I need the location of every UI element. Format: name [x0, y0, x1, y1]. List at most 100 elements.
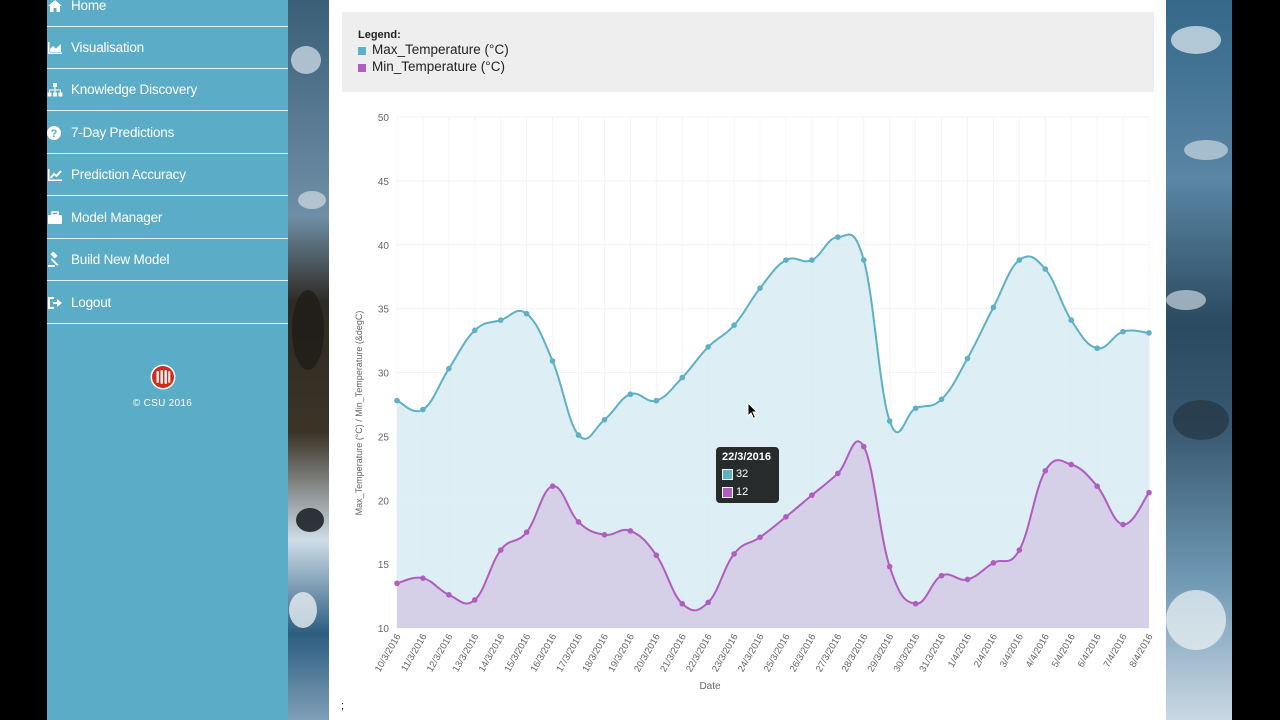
y-tick-label: 10: [378, 624, 390, 635]
min-temperature-point[interactable]: [705, 599, 711, 606]
background-ocean-photo-left: [288, 0, 329, 720]
min-temperature-point[interactable]: [912, 600, 919, 607]
sidebar-item-label: Prediction Accuracy: [71, 167, 186, 182]
y-tick-label: 25: [378, 432, 390, 443]
max-temperature-point[interactable]: [938, 396, 945, 403]
sidebar-item-prediction-accuracy[interactable]: Prediction Accuracy: [47, 154, 288, 196]
max-temperature-point[interactable]: [575, 432, 582, 438]
legend-title: Legend:: [358, 29, 401, 41]
sidebar-item-7-day-predictions[interactable]: ? 7-Day Predictions: [47, 112, 288, 154]
min-temperature-point[interactable]: [394, 580, 400, 587]
home-icon: [48, 0, 62, 12]
min-temperature-point[interactable]: [497, 547, 504, 553]
min-temperature-point[interactable]: [679, 600, 686, 607]
max-temperature-point[interactable]: [1094, 345, 1100, 352]
min-temperature-area: [397, 441, 1149, 628]
main-content: Legend: Max_Temperature (°C) Min_Tempera…: [329, 0, 1166, 720]
min-temperature-point[interactable]: [938, 572, 945, 579]
max-temperature-point[interactable]: [886, 418, 893, 424]
max-temperature-point[interactable]: [627, 391, 634, 398]
sidebar-item-knowledge-discovery[interactable]: Knowledge Discovery: [47, 69, 288, 111]
max-temperature-point[interactable]: [653, 397, 660, 404]
max-temperature-point[interactable]: [601, 416, 608, 423]
mouse-cursor-icon: [747, 402, 759, 420]
max-temperature-point[interactable]: [394, 397, 400, 404]
max-temperature-point[interactable]: [420, 406, 426, 413]
min-temperature-point[interactable]: [860, 443, 867, 450]
min-temperature-point[interactable]: [783, 514, 789, 520]
y-tick-label: 50: [378, 113, 390, 124]
min-temperature-point[interactable]: [1120, 521, 1126, 528]
sidebar-item-logout[interactable]: Logout: [47, 282, 288, 324]
max-temperature-point[interactable]: [446, 365, 452, 372]
min-temperature-point[interactable]: [420, 575, 426, 581]
min-temperature-point[interactable]: [653, 552, 660, 558]
sitemap-icon: [47, 83, 63, 97]
sidebar-item-build-new-model[interactable]: Build New Model: [47, 239, 288, 281]
y-axis-ticks: 10 15 20 25 30 35 40 45 50: [378, 113, 390, 635]
max-temperature-point[interactable]: [497, 317, 504, 323]
x-tick-label: 5/4/2016: [1050, 632, 1078, 670]
max-temperature-point[interactable]: [835, 234, 841, 240]
min-temperature-point[interactable]: [549, 483, 556, 489]
max-temperature-point[interactable]: [964, 355, 971, 362]
max-temperature-point[interactable]: [757, 285, 763, 291]
max-temperature-point[interactable]: [809, 257, 815, 263]
sidebar-item-label: Build New Model: [71, 252, 170, 267]
briefcase-icon: [48, 211, 62, 224]
x-tick-label: 7/4/2016: [1102, 632, 1130, 670]
temperature-chart[interactable]: 10 15 20 25 30 35 40 45 50 10/3/201611/3/201612/…: [329, 100, 1166, 700]
max-temperature-point[interactable]: [523, 310, 530, 317]
min-temperature-point[interactable]: [523, 529, 530, 535]
tooltip-value: 12: [736, 486, 749, 498]
min-temperature-point[interactable]: [1094, 483, 1100, 489]
min-temperature-point[interactable]: [1068, 461, 1075, 468]
sidebar-item-visualisation[interactable]: Visualisation: [47, 27, 288, 69]
tooltip-title: 22/3/2016: [722, 451, 771, 463]
min-temperature-point[interactable]: [964, 576, 971, 583]
min-temperature-point[interactable]: [1042, 468, 1049, 474]
y-tick-label: 20: [378, 496, 390, 507]
min-temperature-point[interactable]: [990, 560, 997, 566]
min-temperature-point[interactable]: [731, 551, 737, 557]
tooltip-value: 32: [736, 468, 749, 480]
max-temperature-point[interactable]: [990, 304, 997, 311]
min-temperature-point[interactable]: [835, 470, 841, 477]
min-temperature-point[interactable]: [1016, 547, 1023, 553]
min-temperature-point[interactable]: [886, 563, 893, 570]
sidebar-item-label: 7-Day Predictions: [71, 125, 175, 140]
y-tick-label: 45: [378, 177, 390, 188]
min-temperature-point[interactable]: [757, 534, 763, 541]
min-temperature-point[interactable]: [627, 528, 634, 534]
y-tick-label: 30: [378, 369, 390, 380]
max-temperature-point[interactable]: [1042, 266, 1049, 272]
x-tick-label: 31/3/2016: [917, 632, 948, 674]
max-temperature-point[interactable]: [679, 374, 686, 381]
max-temperature-point[interactable]: [471, 327, 478, 334]
max-temperature-point[interactable]: [860, 257, 867, 263]
min-temperature-point[interactable]: [1146, 489, 1152, 496]
max-temperature-point[interactable]: [1146, 330, 1152, 336]
sidebar-item-model-manager[interactable]: Model Manager: [47, 197, 288, 239]
max-temperature-point[interactable]: [731, 322, 737, 329]
csu-logo: [150, 364, 176, 390]
sidebar: Home Visualisation Knowledge Discovery ?…: [47, 0, 288, 720]
screen-border-right: [1232, 0, 1280, 720]
max-temperature-point[interactable]: [912, 405, 919, 412]
max-temperature-point[interactable]: [1068, 317, 1075, 323]
svg-text:?: ?: [51, 128, 58, 140]
x-tick-label: 2/4/2016: [972, 632, 1000, 670]
min-temperature-point[interactable]: [809, 492, 815, 498]
sidebar-item-home[interactable]: Home: [47, 0, 288, 27]
max-temperature-point[interactable]: [1016, 257, 1023, 263]
min-temperature-point[interactable]: [575, 519, 582, 525]
max-temperature-point[interactable]: [549, 358, 556, 364]
x-tick-label: 3/4/2016: [998, 632, 1026, 670]
max-temperature-point[interactable]: [783, 257, 789, 263]
max-temperature-point[interactable]: [705, 344, 711, 350]
min-temperature-point[interactable]: [471, 597, 478, 603]
sign-out-icon: [48, 297, 62, 309]
min-temperature-point[interactable]: [601, 531, 608, 538]
max-temperature-point[interactable]: [1120, 328, 1126, 335]
min-temperature-point[interactable]: [446, 591, 452, 598]
